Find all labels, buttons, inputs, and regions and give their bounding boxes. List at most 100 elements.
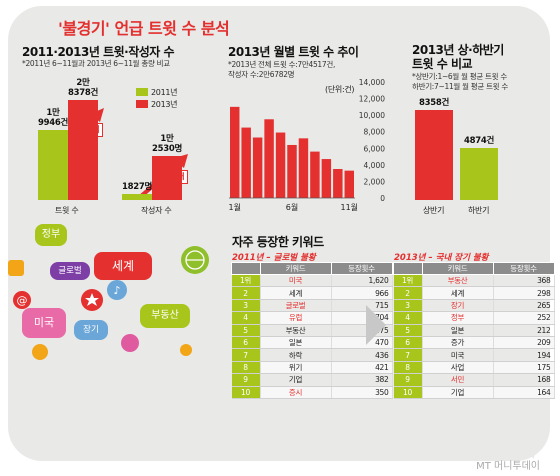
legend-2011-label: 2011년 (151, 88, 178, 97)
rank-cell: 10 (231, 386, 261, 399)
rank-cell: 3 (231, 299, 261, 313)
chart3-title: 2013년 상·하반기 트윗 수 비교 (412, 43, 504, 71)
table-row: 3 장기 265 (393, 299, 555, 313)
header-rank (231, 262, 261, 275)
month-bar-8 (310, 151, 320, 198)
rank-cell: 8 (231, 361, 261, 375)
at-sign-glyph: @ (17, 294, 28, 307)
table-row: 10 증시 350 (231, 386, 393, 399)
keyword-cell: 기업 (422, 386, 494, 399)
music-note-glyph: ♪ (113, 284, 120, 297)
count-cell: 298 (493, 286, 555, 300)
bubble-usa: 미국 (22, 308, 66, 338)
bubble-government: 정부 (35, 224, 67, 246)
keyword-section-title: 자주 등장한 키워드 (232, 235, 324, 249)
rank-cell: 2 (231, 286, 261, 300)
count-cell: 421 (331, 361, 393, 375)
table-row: 1위 미국 1,620 (231, 274, 393, 288)
keyword-cell: 글로벌 (260, 299, 332, 313)
chart2-ytick: 4,000 (364, 161, 386, 170)
legend-2011-swatch (136, 88, 148, 96)
chart2-xtick: 1월 (229, 202, 241, 212)
dot-icon (180, 344, 192, 356)
keyword-cell: 증가 (422, 336, 494, 350)
chart2-xtick: 6월 (286, 202, 298, 212)
table-row: 8 위기 421 (231, 361, 393, 375)
chart1-xlabel-authors: 작성자 수 (141, 206, 172, 215)
table-row: 2 세계 966 (231, 286, 393, 300)
keyword-cell: 사업 (422, 361, 494, 375)
chart2-ytick: 14,000 (359, 78, 385, 87)
rank-cell: 5 (231, 324, 261, 337)
half-bar-상반기 (415, 110, 453, 200)
table-row: 6 증가 209 (393, 336, 555, 350)
keyword-table-2011: 키워드 등장횟수 1위 미국 1,620 2 세계 966 3 글로벌 715 4 유럽 704 5 부동… (231, 262, 393, 399)
rank-cell: 1위 (393, 274, 423, 288)
keyword-cell: 부동산 (260, 324, 332, 337)
keyword-cell: 일본 (422, 324, 494, 337)
rank-cell: 6 (393, 336, 423, 350)
legend-2013-swatch (136, 100, 148, 108)
month-bar-10 (333, 169, 343, 198)
half-xlabel-상반기: 상반기 (423, 206, 445, 215)
keyword-cell: 하락 (260, 348, 332, 362)
chart2-ytick: 2,000 (364, 177, 386, 186)
music-note-icon (107, 280, 127, 300)
table-row: 4 정부 252 (393, 311, 555, 325)
count-cell: 175 (493, 361, 555, 375)
keyword-cell: 미국 (260, 274, 332, 288)
at-sign-icon (13, 291, 31, 309)
chart2-ytick: 12,000 (359, 95, 385, 104)
chart3-note: *상반기:1~6월 월 평균 트윗 수 하반기:7~11월 월 평균 트윗 수 (412, 72, 508, 91)
month-bar-1 (230, 106, 240, 198)
chart1-xlabel-tweets: 트윗 수 (55, 206, 79, 215)
keyword-cell: 미국 (422, 348, 494, 362)
chart2-note: *2013년 전체 트윗 수:7만4517건, 작성자 수:2만6782명 (228, 60, 336, 79)
bar-2013년-트윗 수 (68, 100, 98, 200)
chart2-unit: (단위:건) (325, 85, 355, 94)
bar-2011년-작성자 수 (122, 193, 152, 200)
table-row: 7 하락 436 (231, 348, 393, 362)
rank-cell: 7 (231, 348, 261, 362)
keyword-cell: 세계 (260, 286, 332, 300)
month-bar-5 (275, 132, 286, 198)
count-cell: 164 (493, 386, 555, 399)
half-bar-하반기 (460, 147, 498, 200)
legend-2013-label: 2013년 (151, 100, 178, 109)
count-cell: 715 (331, 299, 393, 313)
count-cell: 252 (493, 311, 555, 325)
header-count: 등장횟수 (330, 262, 393, 275)
star-icon (85, 293, 99, 306)
rank-cell: 5 (393, 324, 423, 337)
count-cell: 966 (331, 286, 393, 300)
half-bar-label-상반기: 8358건 (419, 98, 449, 108)
share-icon (8, 260, 24, 276)
chart1-note: *2011년 6~11월과 2013년 6~11월 총량 비교 (22, 59, 170, 68)
keyword-cell: 정부 (422, 311, 494, 325)
count-cell: 1,620 (331, 274, 393, 288)
chart1-title: 2011·2013년 트윗·작성자 수 (22, 45, 175, 59)
page-title: '불경기' 언급 트윗 수 분석 (58, 19, 230, 38)
count-cell: 265 (493, 299, 555, 313)
table-row: 9 서민 168 (393, 373, 555, 387)
rank-cell: 9 (231, 373, 261, 387)
table-row: 8 사업 175 (393, 361, 555, 375)
count-cell: 368 (493, 274, 555, 288)
chart2-ytick: 6,000 (364, 144, 386, 153)
rank-cell: 10 (393, 386, 423, 399)
bar-2011년-트윗 수 (38, 129, 68, 200)
pencil-icon (121, 334, 139, 352)
month-bar-11 (344, 170, 354, 198)
keyword-table-2013: 키워드 등장횟수 1위 부동산 368 2 세계 298 3 장기 265 4 정부 252 5 일본 21… (393, 262, 555, 399)
bar-2013년-작성자 수 (152, 155, 182, 200)
chart2-title: 2013년 월별 트윗 수 추이 (228, 45, 359, 59)
table-header-row: 키워드 등장횟수 (231, 262, 393, 275)
publisher-watermark: MT 머니투데이 (476, 461, 540, 472)
keyword-cell: 장기 (422, 299, 494, 313)
keyword-cell: 유럽 (260, 311, 332, 325)
rank-cell: 9 (393, 373, 423, 387)
count-cell: 350 (331, 386, 393, 399)
rank-cell: 7 (393, 348, 423, 362)
keyword-cell: 위기 (260, 361, 332, 375)
